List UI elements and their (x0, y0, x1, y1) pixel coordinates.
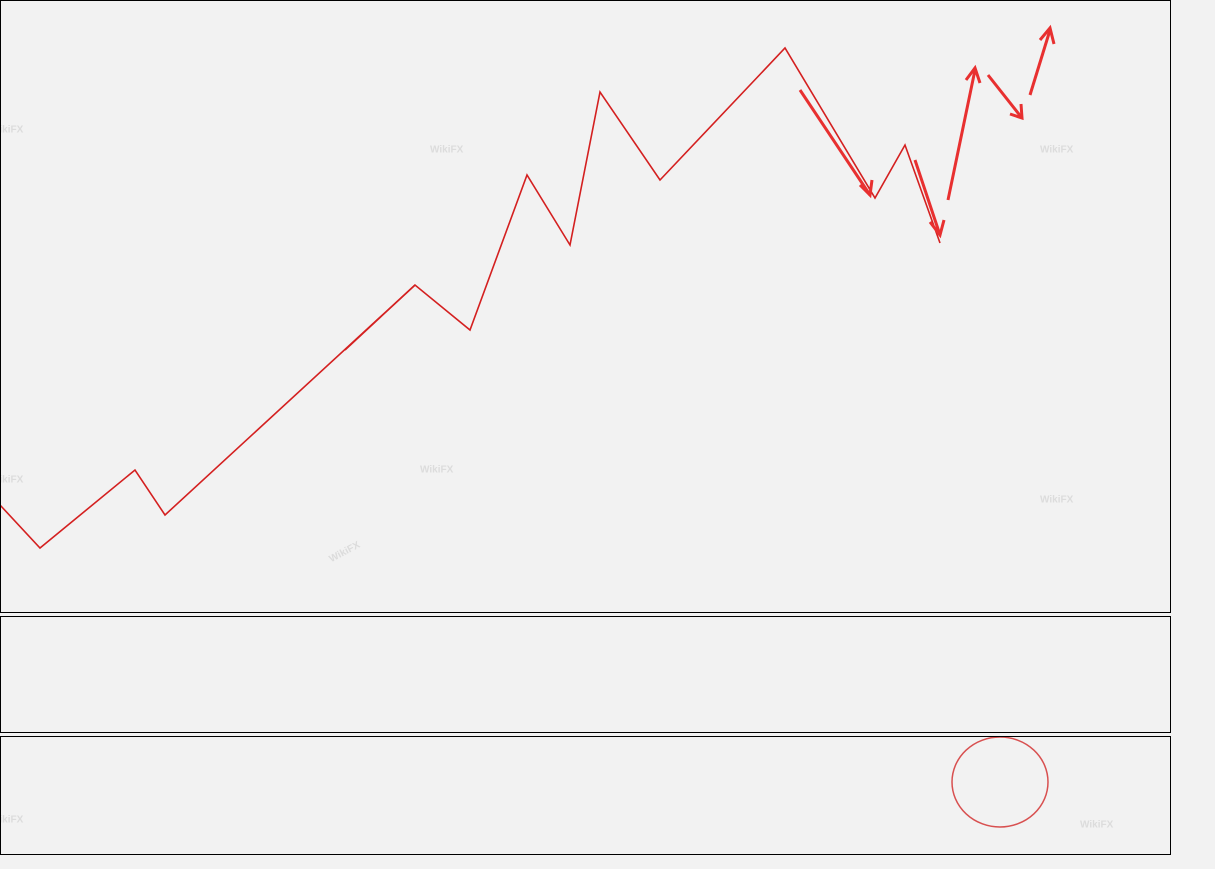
arrow-head (858, 179, 874, 199)
arrow-head (1038, 24, 1056, 45)
watermark: WikiFX (0, 815, 24, 826)
watermark: WikiFX (1040, 145, 1074, 156)
watermark: WikiFX (0, 475, 24, 486)
arrow-head (1009, 103, 1024, 121)
price-frame (0, 0, 1171, 613)
zigzag (0, 46, 941, 550)
arrow (986, 74, 1024, 119)
arrow (946, 69, 977, 201)
watermark: WikiFX (1080, 820, 1114, 831)
zigzag (344, 284, 416, 351)
arrow (798, 89, 872, 196)
arrow (1028, 29, 1052, 96)
macd-frame (0, 736, 1171, 855)
arrow (913, 159, 942, 236)
watermark: WikiFX (1040, 495, 1074, 506)
watermark: WikiFX (430, 145, 464, 156)
annotations (0, 24, 1056, 828)
rsi-frame (0, 616, 1171, 733)
panel-frames (0, 0, 1171, 855)
arrow-head (964, 64, 982, 84)
arrow-head (928, 219, 946, 239)
watermark: WikiFX (420, 465, 454, 476)
watermark: WikiFX (0, 125, 24, 136)
